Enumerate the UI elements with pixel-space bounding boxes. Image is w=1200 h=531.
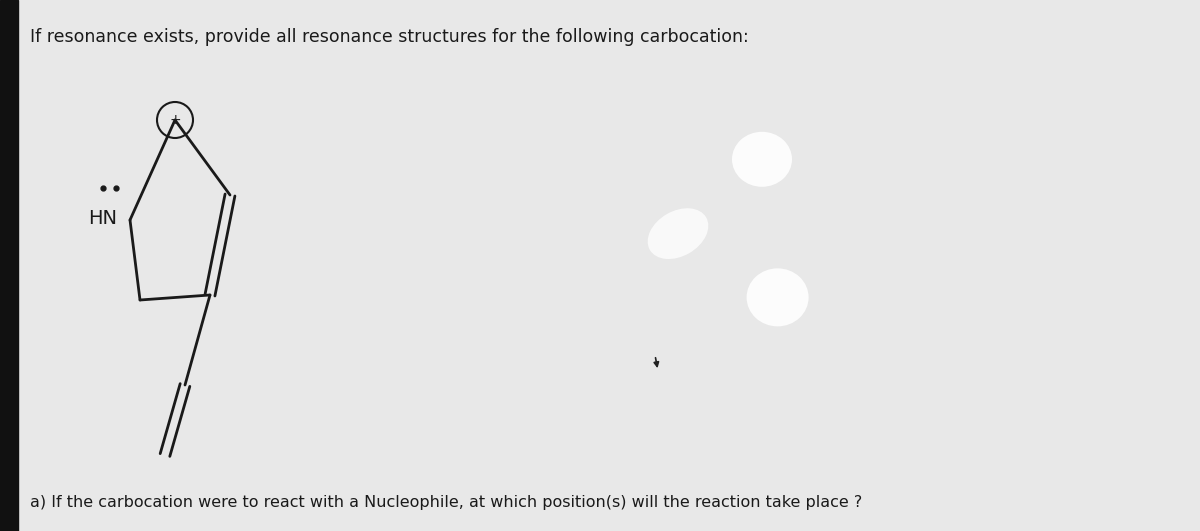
Ellipse shape	[732, 132, 792, 187]
Text: If resonance exists, provide all resonance structures for the following carbocat: If resonance exists, provide all resonan…	[30, 28, 749, 46]
Bar	[0, 0, 18, 531]
Text: HN: HN	[88, 209, 118, 227]
Ellipse shape	[746, 268, 809, 327]
Ellipse shape	[648, 208, 708, 259]
Text: a) If the carbocation were to react with a Nucleophile, at which position(s) wil: a) If the carbocation were to react with…	[30, 495, 863, 510]
Text: +: +	[169, 113, 181, 127]
